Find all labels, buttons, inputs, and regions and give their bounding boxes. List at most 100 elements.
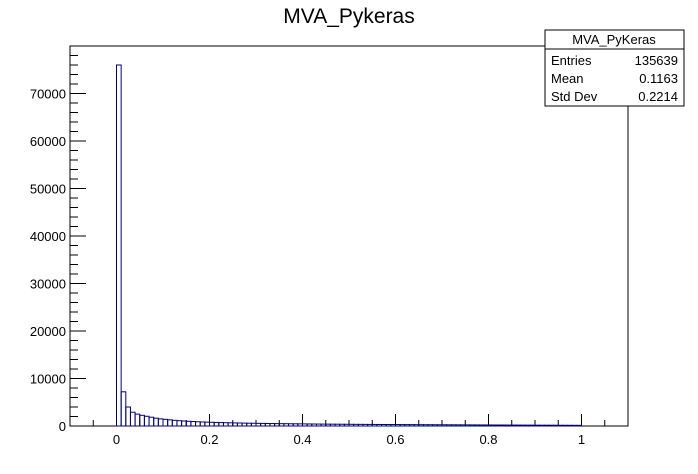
x-tick-label: 0.4 — [293, 432, 311, 447]
histogram-bin — [199, 421, 206, 427]
histogram-bin — [478, 424, 485, 427]
histogram-bin — [395, 424, 401, 427]
histogram-bin — [399, 424, 406, 427]
histogram-bin — [260, 422, 266, 427]
histogram-bin — [129, 411, 136, 427]
y-axis: 0 10000 20000 30000 40000 50000 60000 70000 — [30, 45, 86, 434]
histogram-bin — [218, 422, 224, 427]
histogram-bin — [213, 421, 220, 427]
histogram-bin — [483, 424, 490, 427]
histogram-bin — [153, 417, 159, 427]
histogram-bin — [455, 424, 462, 427]
histogram-bin — [125, 406, 131, 427]
histogram-bin — [134, 413, 141, 427]
histogram-bin — [348, 423, 355, 427]
stats-mean-label: Mean — [551, 71, 584, 86]
histogram-bin — [329, 423, 336, 427]
histogram-bin — [120, 391, 127, 427]
histogram-bin — [474, 424, 480, 427]
histogram-bin — [450, 424, 457, 427]
histogram-bin — [488, 424, 494, 427]
stats-entries-value: 135639 — [635, 53, 678, 68]
histogram-bin — [553, 424, 559, 427]
histogram-bin — [529, 424, 536, 427]
histogram-bin — [432, 424, 438, 427]
histogram-bin — [367, 423, 373, 427]
stats-box-frame — [544, 29, 685, 107]
histogram-bin — [278, 423, 285, 427]
histogram-bin — [418, 424, 424, 427]
stats-box-title: MVA_PyKeras — [572, 32, 656, 47]
x-tick-label: 0.2 — [200, 432, 218, 447]
y-tick-label: 0 — [59, 419, 66, 434]
histogram-bin — [306, 423, 313, 427]
histogram-bin — [339, 423, 345, 427]
histogram-bin — [520, 424, 527, 427]
histogram-bin — [139, 414, 145, 427]
plot-frame — [69, 45, 629, 427]
x-tick-label: 0 — [113, 432, 120, 447]
histogram-bin — [408, 424, 415, 427]
histogram-bin — [381, 424, 387, 427]
histogram-bin — [362, 423, 369, 427]
histogram-bin — [167, 419, 173, 427]
histogram-bin — [567, 424, 573, 427]
histogram-bin — [148, 416, 155, 427]
histogram-bin — [534, 424, 541, 427]
stats-entries-label: Entries — [551, 53, 592, 68]
histogram-bin — [176, 420, 183, 427]
histogram-bin — [250, 422, 257, 427]
histogram-bin — [315, 423, 322, 427]
histogram-bin — [334, 423, 341, 427]
histogram-bin — [525, 424, 531, 427]
histogram-bin — [497, 424, 503, 427]
histogram-bin — [255, 422, 262, 427]
histogram-bin — [143, 415, 150, 427]
histogram-bin — [222, 422, 229, 427]
histogram-bin — [515, 424, 522, 427]
histogram-bin — [297, 423, 304, 427]
histogram-bin — [353, 423, 359, 427]
histogram-bars — [116, 64, 582, 427]
histogram-bin — [557, 424, 564, 427]
histogram-bin — [236, 422, 243, 427]
x-axis: 0 0.2 0.4 0.6 0.8 1 — [92, 414, 606, 447]
histogram-bin — [246, 422, 252, 427]
histogram-bin — [404, 424, 410, 427]
histogram-bin — [371, 423, 378, 427]
histogram-bin — [209, 421, 215, 427]
stats-box: MVA_PyKeras Entries 135639 Mean 0.1163 S… — [544, 29, 685, 107]
histogram-bin — [436, 424, 443, 427]
histogram-bin — [204, 421, 211, 427]
chart-title: MVA_Pykeras — [283, 5, 415, 28]
histogram-bin — [506, 424, 513, 427]
histogram-bin — [292, 423, 299, 427]
histogram-bin — [116, 64, 122, 427]
histogram-bin — [422, 424, 429, 427]
histogram-bin — [320, 423, 327, 427]
histogram-bin — [385, 424, 392, 427]
stats-mean-value: 0.1163 — [639, 71, 678, 86]
histogram-bin — [376, 423, 383, 427]
x-tick-label: 1 — [578, 432, 585, 447]
y-tick-label: 60000 — [30, 134, 66, 149]
histogram-bin — [511, 424, 517, 427]
histogram-bin — [357, 423, 364, 427]
histogram-bin — [274, 423, 280, 427]
y-tick-label: 30000 — [30, 277, 66, 292]
histogram-bin — [311, 423, 317, 427]
histogram-bin — [413, 424, 420, 427]
histogram-bin — [446, 424, 452, 427]
histogram-bin — [181, 420, 187, 427]
histogram-bin — [264, 422, 271, 427]
histogram-bin — [548, 424, 555, 427]
y-tick-label: 70000 — [30, 87, 66, 102]
histogram-bin — [195, 421, 201, 427]
stats-stddev-value: 0.2214 — [638, 89, 678, 104]
histogram-bin — [390, 424, 397, 427]
histogram-bin — [171, 419, 178, 427]
histogram-bin — [269, 423, 276, 427]
histogram-bin — [227, 422, 234, 427]
histogram-bin — [232, 422, 238, 427]
